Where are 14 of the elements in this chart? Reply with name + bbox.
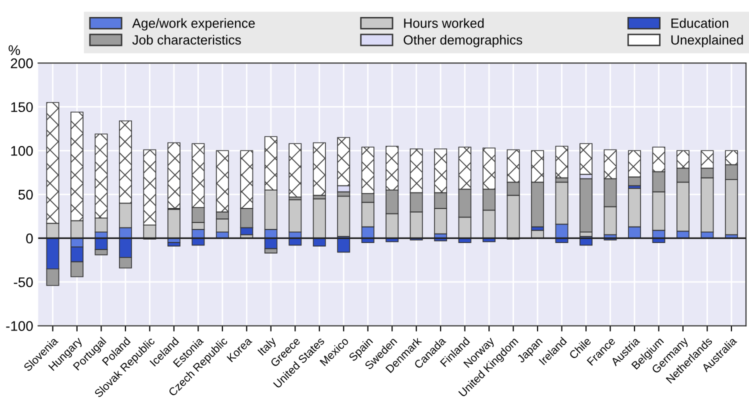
y-tick-label: 200	[10, 58, 33, 68]
legend-label: Other demographics	[404, 34, 522, 48]
legend-label: Unexplained	[671, 34, 743, 48]
legend-label: Hours worked	[404, 18, 484, 28]
legend-label: Education	[671, 18, 728, 28]
y-tick-label: 0	[26, 234, 33, 244]
y-tick-label: 50	[18, 190, 33, 200]
legend-label: Job characteristics	[132, 34, 241, 45]
y-tick-label: 150	[11, 102, 33, 112]
y-tick-label: -100	[6, 321, 33, 331]
y-tick-label: 100	[11, 146, 33, 156]
y-tick-label: -50	[14, 277, 33, 288]
y-axis-title: %	[8, 45, 20, 56]
legend-label: Age/work experience	[132, 18, 255, 30]
